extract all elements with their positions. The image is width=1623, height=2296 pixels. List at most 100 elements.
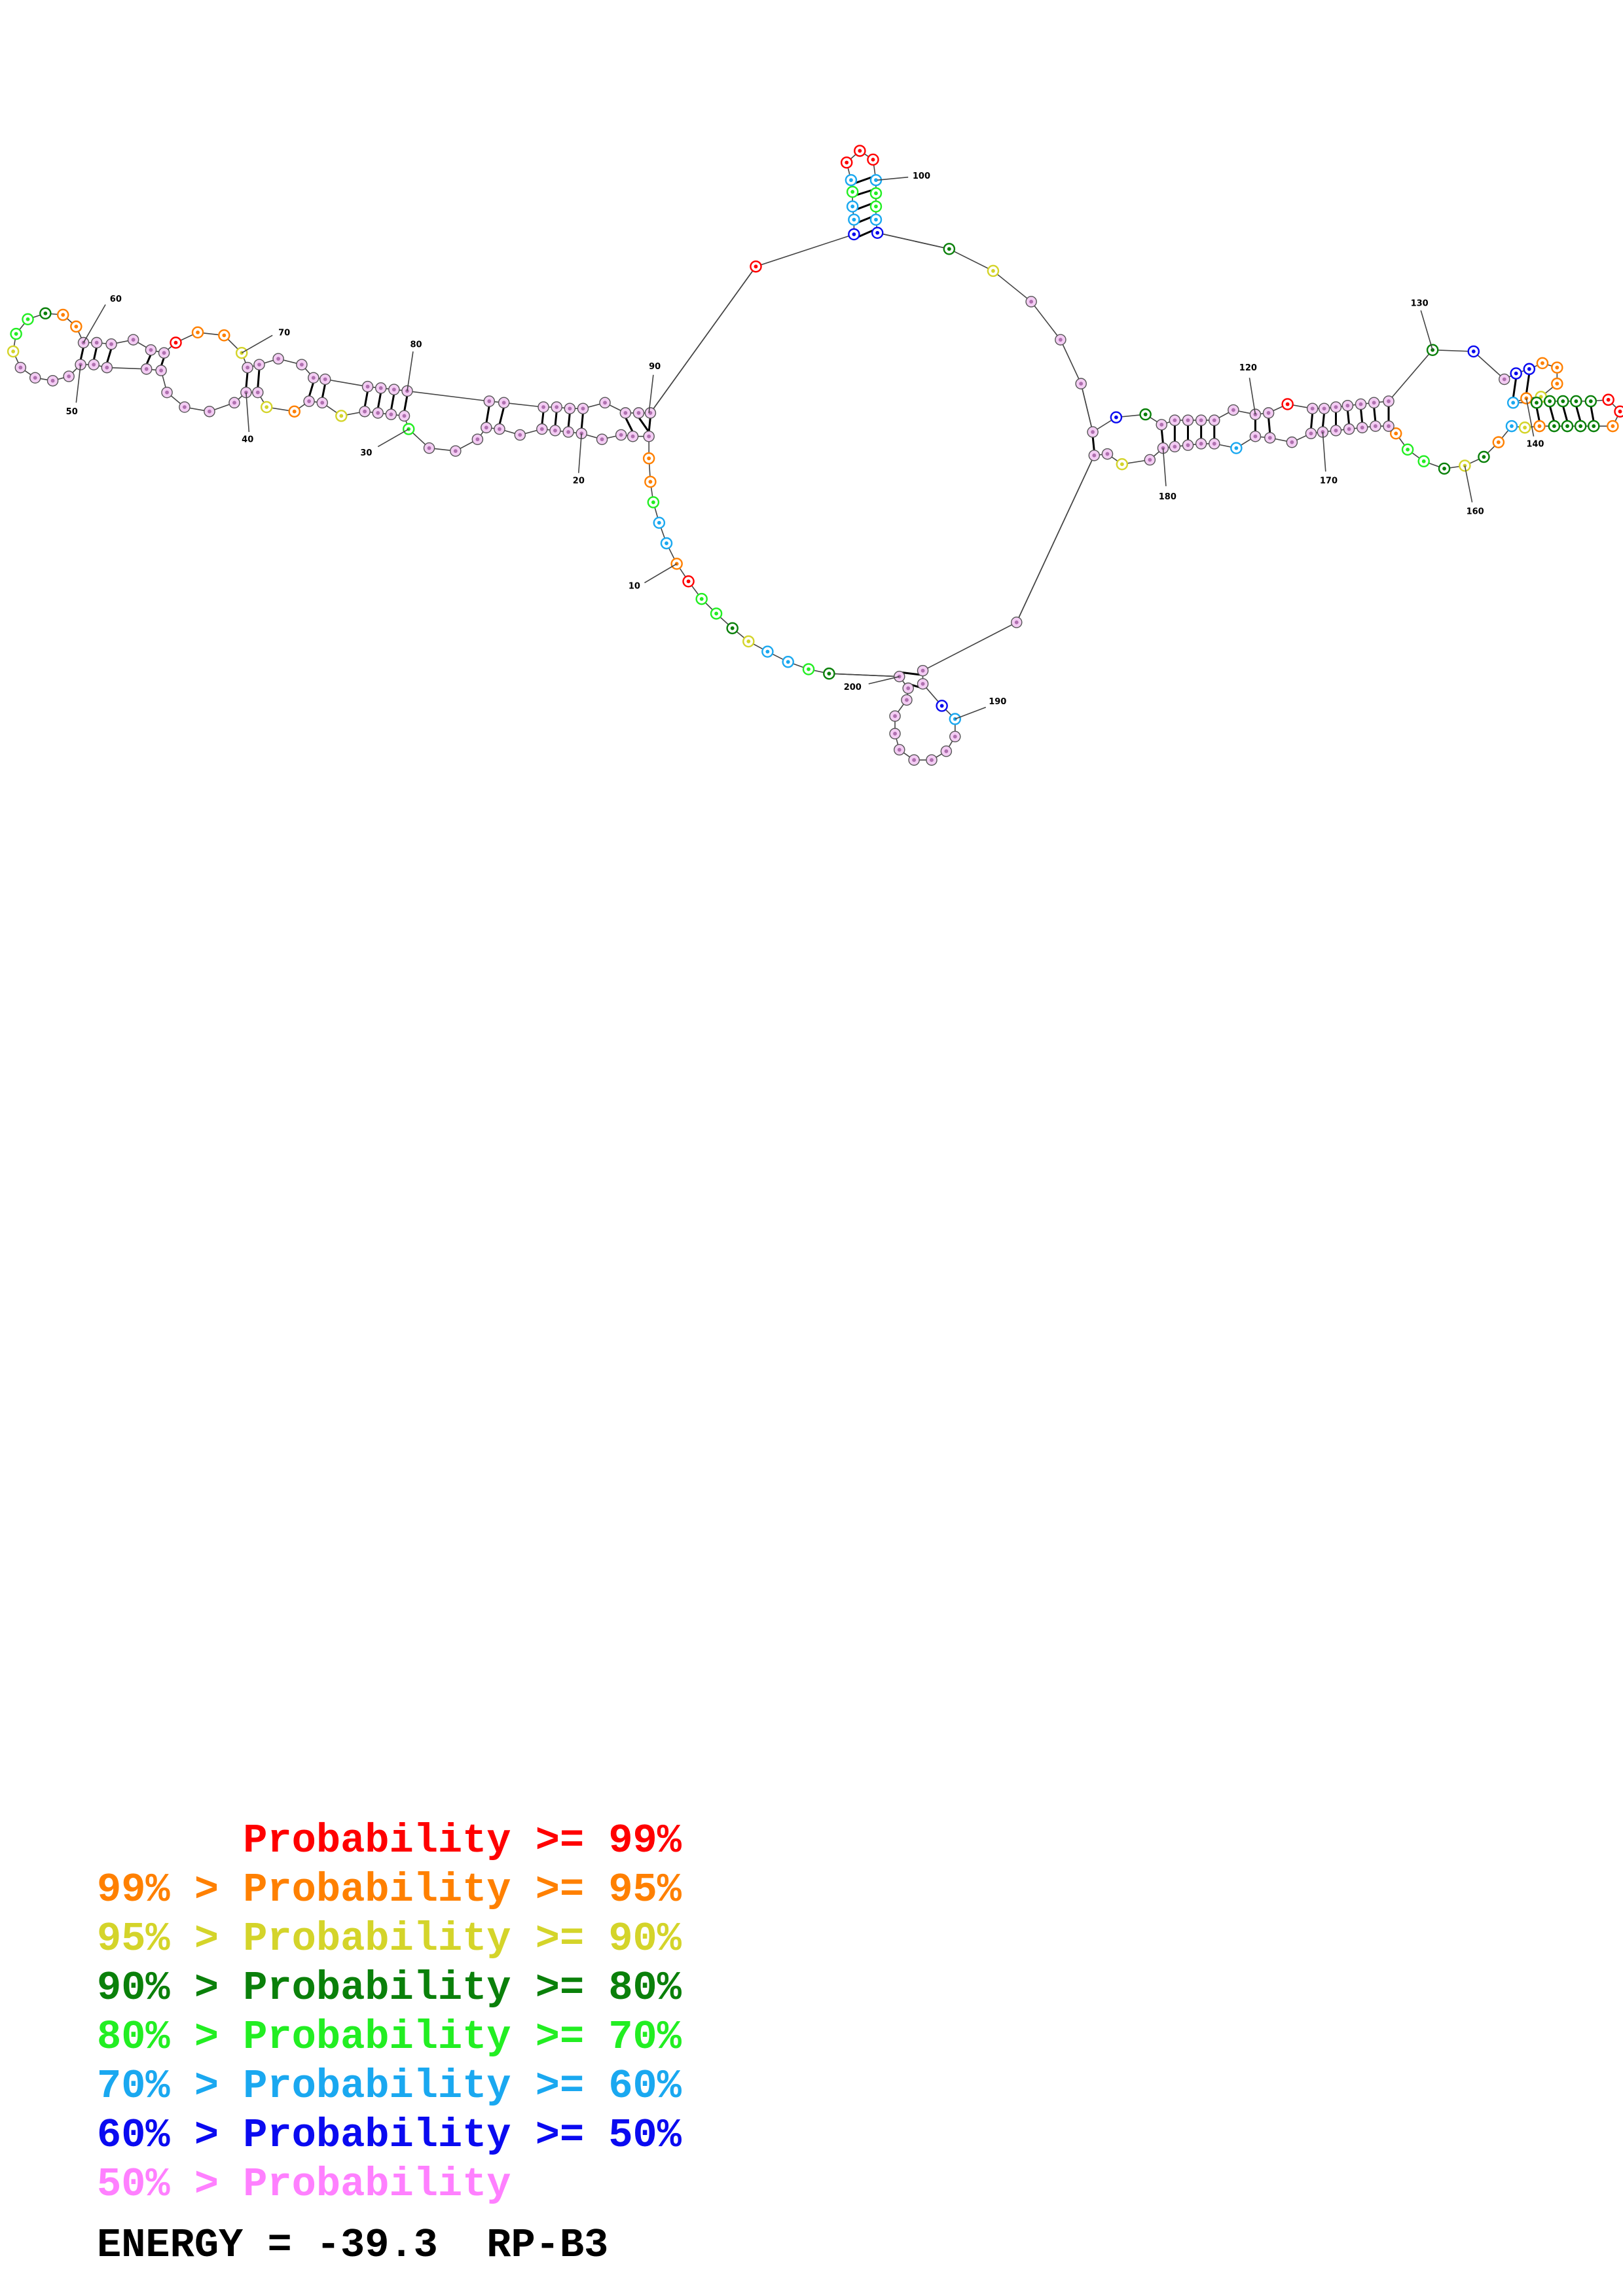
legend-op: > (194, 2112, 244, 2159)
nucleotide-glyph (1345, 403, 1350, 408)
legend-mid: Probability (243, 2063, 536, 2109)
nucleotide-glyph (1091, 430, 1095, 434)
nucleotide-glyph (1105, 452, 1110, 456)
tick-label: 160 (1467, 507, 1484, 516)
base-pair-bond (567, 412, 571, 428)
nucleotide-glyph (392, 387, 396, 392)
nucleotide-glyph (1387, 424, 1391, 428)
base-pair-bond (1548, 405, 1556, 422)
tick-label: 200 (844, 683, 862, 692)
legend-row: 80% > Probability >= 70% (97, 2013, 752, 2062)
nucleotide-glyph (1114, 415, 1118, 420)
tick-line (644, 563, 678, 584)
tick-line (1420, 310, 1433, 350)
nucleotide-glyph (363, 409, 367, 414)
nucleotide-glyph (94, 340, 99, 345)
base-pair-bond (145, 353, 152, 365)
nucleotide-glyph (636, 411, 641, 415)
legend-mid: Probability (243, 1867, 536, 1913)
nucleotide-glyph (874, 191, 878, 196)
nucleotide-glyph (292, 409, 297, 414)
nucleotide-glyph (92, 363, 96, 367)
base-pair-bond (308, 382, 315, 397)
nucleotide-glyph (786, 660, 790, 664)
base-pair-bond (1590, 405, 1595, 422)
base-pair-bond (1535, 406, 1541, 422)
base-pair-bond (105, 348, 113, 364)
legend-mid: Probability (243, 2161, 536, 2208)
tick-label: 170 (1320, 476, 1338, 486)
tick-label: 140 (1526, 439, 1544, 449)
base-pair-bond (1267, 417, 1271, 434)
base-pair-bond (160, 357, 166, 367)
nucleotide-glyph (850, 204, 855, 209)
legend-rhs: >= 60% (535, 2063, 682, 2109)
legend-lhs: 50% (97, 2161, 194, 2208)
nucleotide-glyph (144, 367, 149, 371)
legend-row: Probability >= 99% (97, 1816, 752, 1865)
legend-lhs: 60% (97, 2112, 194, 2159)
nucleotide-glyph (730, 626, 735, 630)
base-pair-bond (257, 368, 261, 389)
tick-line (877, 176, 909, 181)
legend-op: > (194, 1965, 244, 2011)
nucleotide-glyph (871, 157, 875, 162)
nucleotide-glyph (1212, 442, 1216, 446)
nucleotide-glyph (827, 672, 831, 676)
base-pair-bond (1512, 378, 1518, 399)
nucleotide-glyph (1267, 436, 1272, 440)
tick-line (1464, 465, 1473, 503)
nucleotide-glyph (1482, 455, 1486, 459)
nucleotide-glyph (182, 405, 187, 409)
nucleotide-glyph (1173, 418, 1177, 423)
nucleotide-glyph (1285, 402, 1290, 406)
nucleotide-glyph (874, 178, 878, 183)
tick-line (1525, 398, 1535, 437)
nucleotide-glyph (746, 639, 751, 643)
nucleotide-glyph (264, 405, 269, 409)
nucleotide-glyph (311, 376, 316, 380)
tick-line (577, 433, 583, 473)
backbone-lines (12, 150, 1621, 761)
legend-mid: Probability (243, 1965, 536, 2011)
nucleotide-glyph (939, 704, 944, 708)
nucleotide-glyph (541, 405, 545, 409)
nucleotide-glyph (257, 363, 261, 367)
tick-label: 60 (110, 295, 122, 304)
nucleotide-glyph (196, 330, 200, 334)
legend-rhs: >= 80% (535, 1965, 682, 2011)
tick-line (1322, 431, 1326, 472)
nucleotide-glyph (947, 247, 951, 251)
backbone-segment (829, 673, 900, 677)
nucleotide-glyph (566, 430, 571, 434)
nucleotide-glyph (33, 376, 37, 380)
nucleotide-glyph (603, 401, 607, 405)
nucleotide-glyph (539, 427, 544, 431)
legend-rhs: >= 50% (535, 2112, 682, 2159)
base-pair-bond (1575, 405, 1582, 422)
nucleotide-glyph (1442, 467, 1446, 471)
energy-label: ENERGY = -39.3 RP-B3 (97, 2222, 609, 2269)
nucleotide-glyph (1199, 442, 1203, 446)
nucleotide-glyph (389, 412, 393, 417)
nucleotide-glyph (1537, 424, 1542, 428)
nucleotide-glyph (173, 340, 178, 345)
nucleotide-glyph (1421, 459, 1426, 463)
nucleotide-glyph (665, 541, 668, 545)
legend-op (194, 1818, 243, 1864)
legend-op: > (194, 2063, 244, 2109)
legend-mid: Probability (243, 2014, 536, 2060)
nucleotide-glyph (1092, 453, 1097, 457)
nucleotide-glyph (1360, 425, 1364, 430)
nucleotide-glyph (845, 160, 849, 165)
nucleotide-glyph (276, 357, 281, 361)
nucleotide-glyph (1387, 399, 1391, 403)
legend-mid: Probability (243, 2112, 536, 2159)
nucleotide-glyph (1159, 422, 1164, 427)
nucleotide-glyph (18, 365, 23, 370)
nucleotide-glyph (475, 437, 480, 442)
nucleotide-glyph (1143, 412, 1148, 417)
nucleotide-glyph (1266, 411, 1271, 415)
nucleotide-glyph (765, 649, 770, 654)
legend-row: 60% > Probability >= 50% (97, 2111, 752, 2160)
